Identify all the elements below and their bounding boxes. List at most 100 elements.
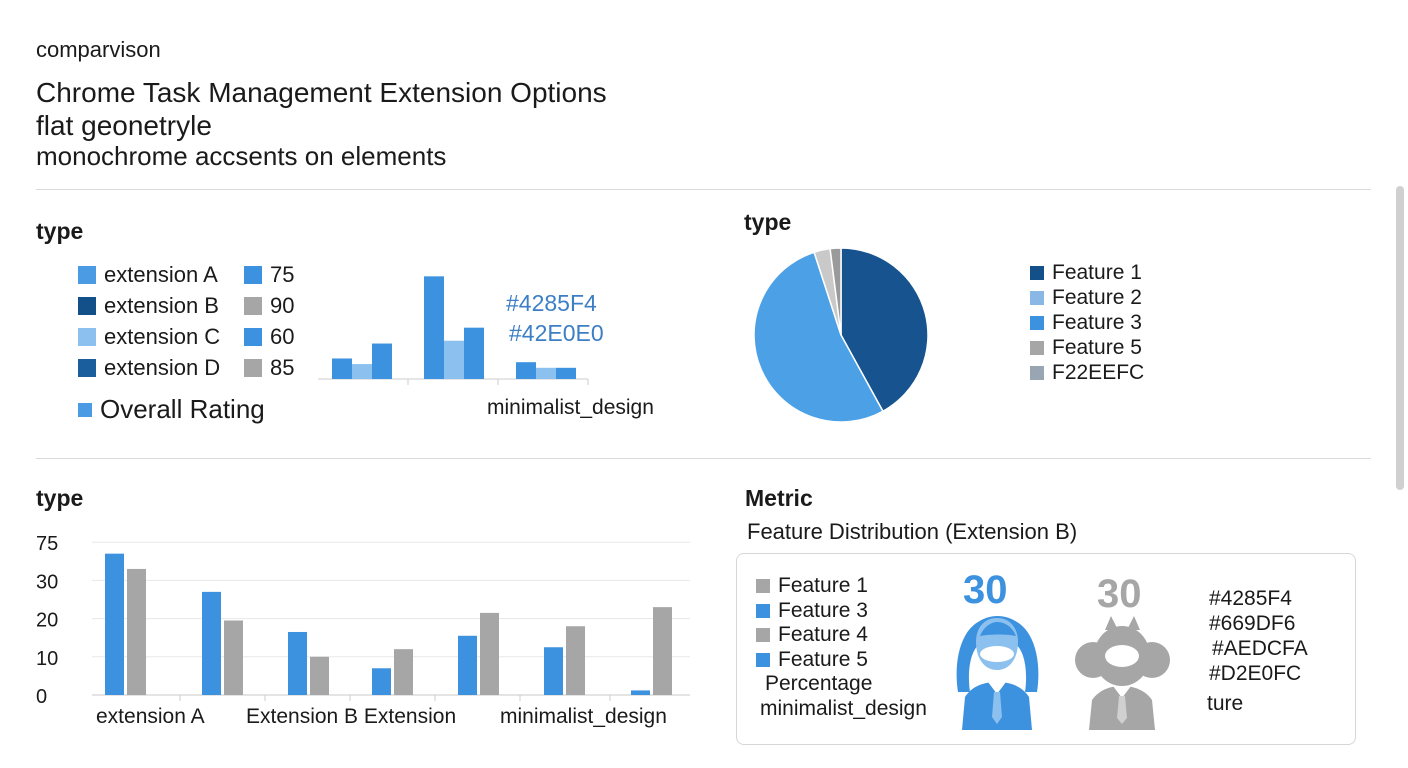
panel1-xlabel: minimalist_design — [487, 396, 654, 419]
legend-label: Feature 1 — [778, 574, 868, 597]
overall-rating-legend: Overall Rating — [78, 394, 265, 425]
color-code: #42E0E0 — [509, 320, 604, 346]
legend-label: 75 — [270, 262, 295, 287]
bar — [653, 607, 672, 695]
panel4-subtitle: Feature Distribution (Extension B) — [747, 519, 1078, 544]
legend-swatch — [1030, 366, 1044, 380]
panel4-title: Metric — [745, 485, 813, 511]
color-code: #D2E0FC — [1209, 662, 1302, 685]
header-small: comparvison — [36, 37, 161, 62]
legend-item: Feature 4 — [756, 623, 868, 647]
x-tick-label: Extension B Extension — [246, 705, 456, 728]
color-code: #AEDCFA — [1212, 637, 1308, 660]
legend-label: F22EEFC — [1052, 361, 1145, 384]
page-title: Chrome Task Management Extension Options — [36, 77, 607, 108]
color-code: #669DF6 — [1209, 612, 1296, 635]
bar — [372, 343, 392, 379]
pie-slice — [829, 247, 842, 336]
y-tick-label: 0 — [36, 686, 47, 708]
legend-swatch — [756, 628, 770, 642]
bar — [556, 367, 576, 379]
scrollbar[interactable] — [1396, 186, 1404, 490]
legend-item: 85 — [244, 355, 294, 381]
pie-slice — [753, 251, 884, 423]
legend-item: extension C — [78, 324, 220, 350]
legend-label: 90 — [270, 293, 295, 318]
legend-label: 85 — [270, 355, 295, 380]
legend-swatch — [756, 603, 770, 618]
y-tick-label: 75 — [36, 533, 58, 555]
legend-swatch — [78, 328, 96, 346]
legend-label: extension C — [104, 324, 221, 349]
person-icon — [956, 616, 1039, 730]
panel3-title: type — [36, 485, 84, 511]
stat-gray-value: 30 — [1097, 572, 1142, 616]
bar — [288, 631, 307, 695]
legend-swatch — [78, 359, 96, 377]
legend-item: 75 — [244, 262, 294, 288]
y-tick-label: 20 — [36, 610, 58, 632]
legend-swatch — [756, 652, 770, 667]
legend-label: extension D — [104, 355, 221, 380]
legend-swatch — [756, 579, 770, 593]
person-icon — [1075, 616, 1170, 730]
legend-label: Feature 3 — [778, 598, 868, 622]
legend-swatch — [1030, 291, 1044, 305]
panel1-bar-chart — [318, 276, 589, 385]
legend-swatch — [244, 328, 262, 346]
legend-label: Feature 1 — [1052, 261, 1142, 284]
bar — [372, 668, 391, 695]
legend-label: extension B — [104, 293, 219, 318]
overall-rating-label: Overall Rating — [100, 394, 265, 424]
bar — [394, 649, 413, 695]
metric-card — [736, 553, 1356, 745]
panel3-bar-chart: 0 10 20 30 75 extension A Extension B Extensio… — [36, 533, 690, 728]
pie-slice — [840, 247, 929, 413]
legend-label: Feature 5 — [1052, 336, 1142, 359]
bar — [516, 362, 536, 379]
bar — [332, 358, 352, 379]
panel1-title: type — [36, 218, 84, 244]
legend-swatch — [1030, 341, 1044, 355]
legend-item: Feature 1 — [756, 574, 868, 598]
bar — [105, 553, 124, 695]
x-tick-label: extension A — [96, 705, 205, 728]
color-code: #4285F4 — [1209, 587, 1292, 610]
bar — [458, 635, 477, 695]
legend-item: Feature 3 — [1030, 311, 1142, 335]
bar — [536, 367, 556, 379]
y-tick-label: 30 — [36, 571, 58, 593]
legend-swatch — [1030, 266, 1044, 280]
panel2-pie-chart — [753, 247, 929, 423]
stat-blue-value: 30 — [963, 568, 1008, 612]
y-tick-label: 10 — [36, 648, 58, 670]
legend-label: Feature 2 — [1052, 286, 1142, 309]
legend-item: 60 — [244, 324, 294, 350]
legend-item: Feature 1 — [1030, 261, 1142, 285]
legend-label: Feature 3 — [1052, 311, 1142, 334]
color-code: #4285F4 — [506, 290, 597, 316]
legend-swatch — [244, 297, 262, 315]
legend-item: extension B — [78, 293, 219, 319]
legend-item: Feature 5 — [1030, 336, 1142, 360]
header-line3: monochrome accsents on elements — [36, 141, 447, 171]
legend-item: Feature 5 — [756, 648, 868, 672]
bar — [352, 364, 372, 379]
bar — [424, 276, 444, 379]
bar — [631, 690, 650, 695]
bar — [566, 626, 585, 695]
legend-item: Feature 2 — [1030, 286, 1142, 310]
bar — [127, 568, 146, 695]
legend-swatch — [78, 402, 92, 417]
divider — [36, 458, 1371, 459]
bar — [202, 591, 221, 695]
legend-swatch — [244, 266, 262, 284]
legend-swatch — [244, 359, 262, 377]
legend-item: extension D — [78, 355, 220, 381]
legend-label: Feature 5 — [778, 647, 868, 671]
bar — [310, 656, 329, 695]
legend-swatch — [1030, 316, 1044, 330]
legend-swatch — [78, 266, 96, 284]
x-tick-label: minimalist_design — [500, 705, 667, 728]
bar — [464, 327, 484, 379]
